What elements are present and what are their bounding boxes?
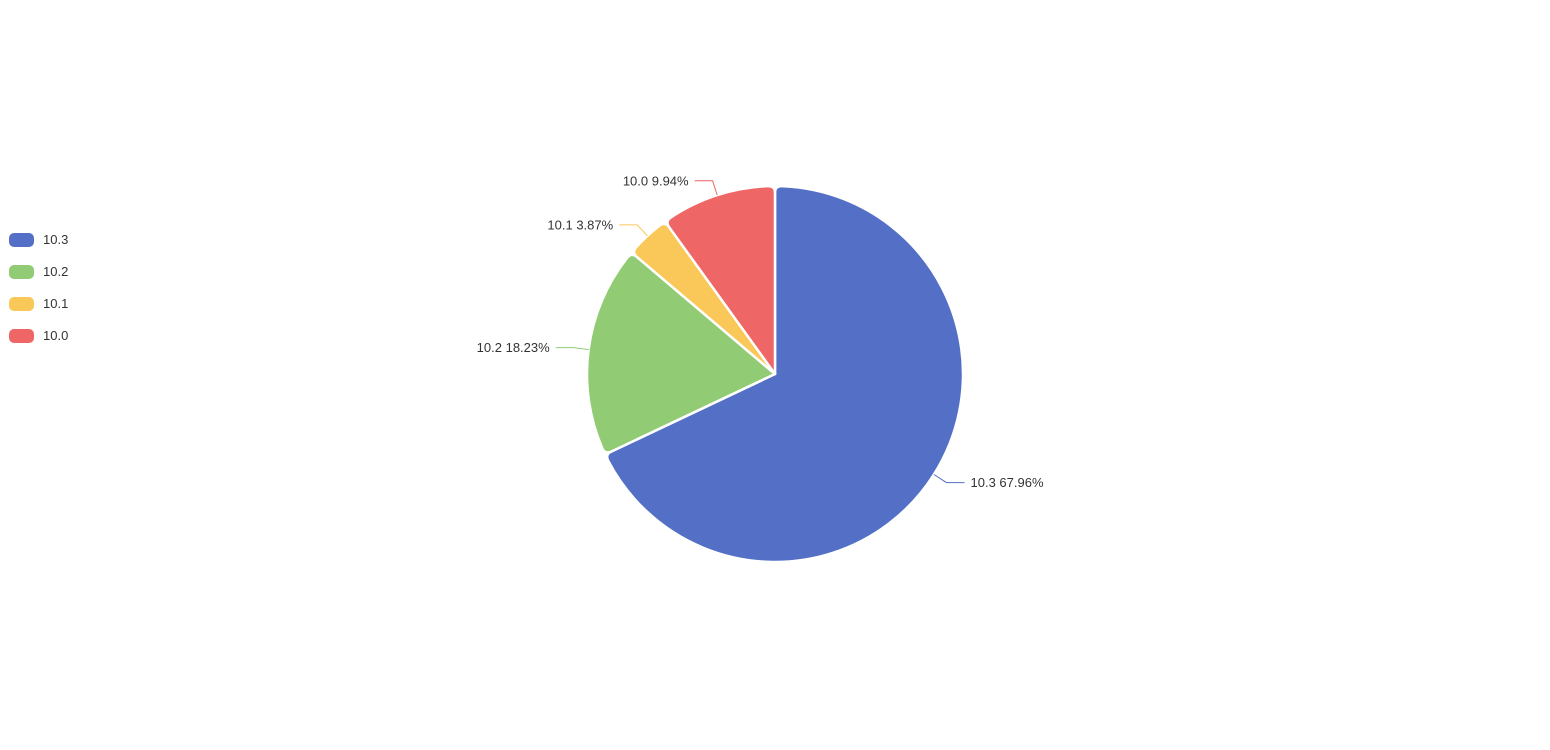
legend-swatch-icon xyxy=(9,265,34,279)
slice-label-10.0: 10.0 9.94% xyxy=(623,173,689,188)
slice-label-line-10.1 xyxy=(619,224,648,237)
slice-label-10.3: 10.3 67.96% xyxy=(971,475,1044,490)
legend-swatch-icon xyxy=(9,297,34,311)
legend-label: 10.0 xyxy=(43,328,69,343)
legend-label: 10.3 xyxy=(43,232,69,247)
slice-label-line-10.0 xyxy=(694,180,718,196)
legend-swatch-icon xyxy=(9,329,34,343)
legend-label: 10.2 xyxy=(43,264,69,279)
legend-swatch-icon xyxy=(9,233,34,247)
legend-item-10.0[interactable]: 10.0 xyxy=(9,329,68,343)
legend-label: 10.1 xyxy=(43,296,69,311)
slice-label-10.1: 10.1 3.87% xyxy=(547,217,613,232)
pie-slice-10.0[interactable] xyxy=(666,184,777,376)
slice-label-line-10.2 xyxy=(555,347,589,351)
pie-slice-10.3[interactable] xyxy=(605,184,965,564)
legend-item-10.3[interactable]: 10.3 xyxy=(9,233,68,247)
slice-label-line-10.3 xyxy=(933,474,965,484)
legend-item-10.1[interactable]: 10.1 xyxy=(9,297,68,311)
chart-legend: 10.3 10.2 10.1 10.0 xyxy=(9,233,68,343)
legend-item-10.2[interactable]: 10.2 xyxy=(9,265,68,279)
pie-slice-10.1[interactable] xyxy=(632,222,777,376)
slice-label-10.2: 10.2 18.23% xyxy=(477,340,550,355)
